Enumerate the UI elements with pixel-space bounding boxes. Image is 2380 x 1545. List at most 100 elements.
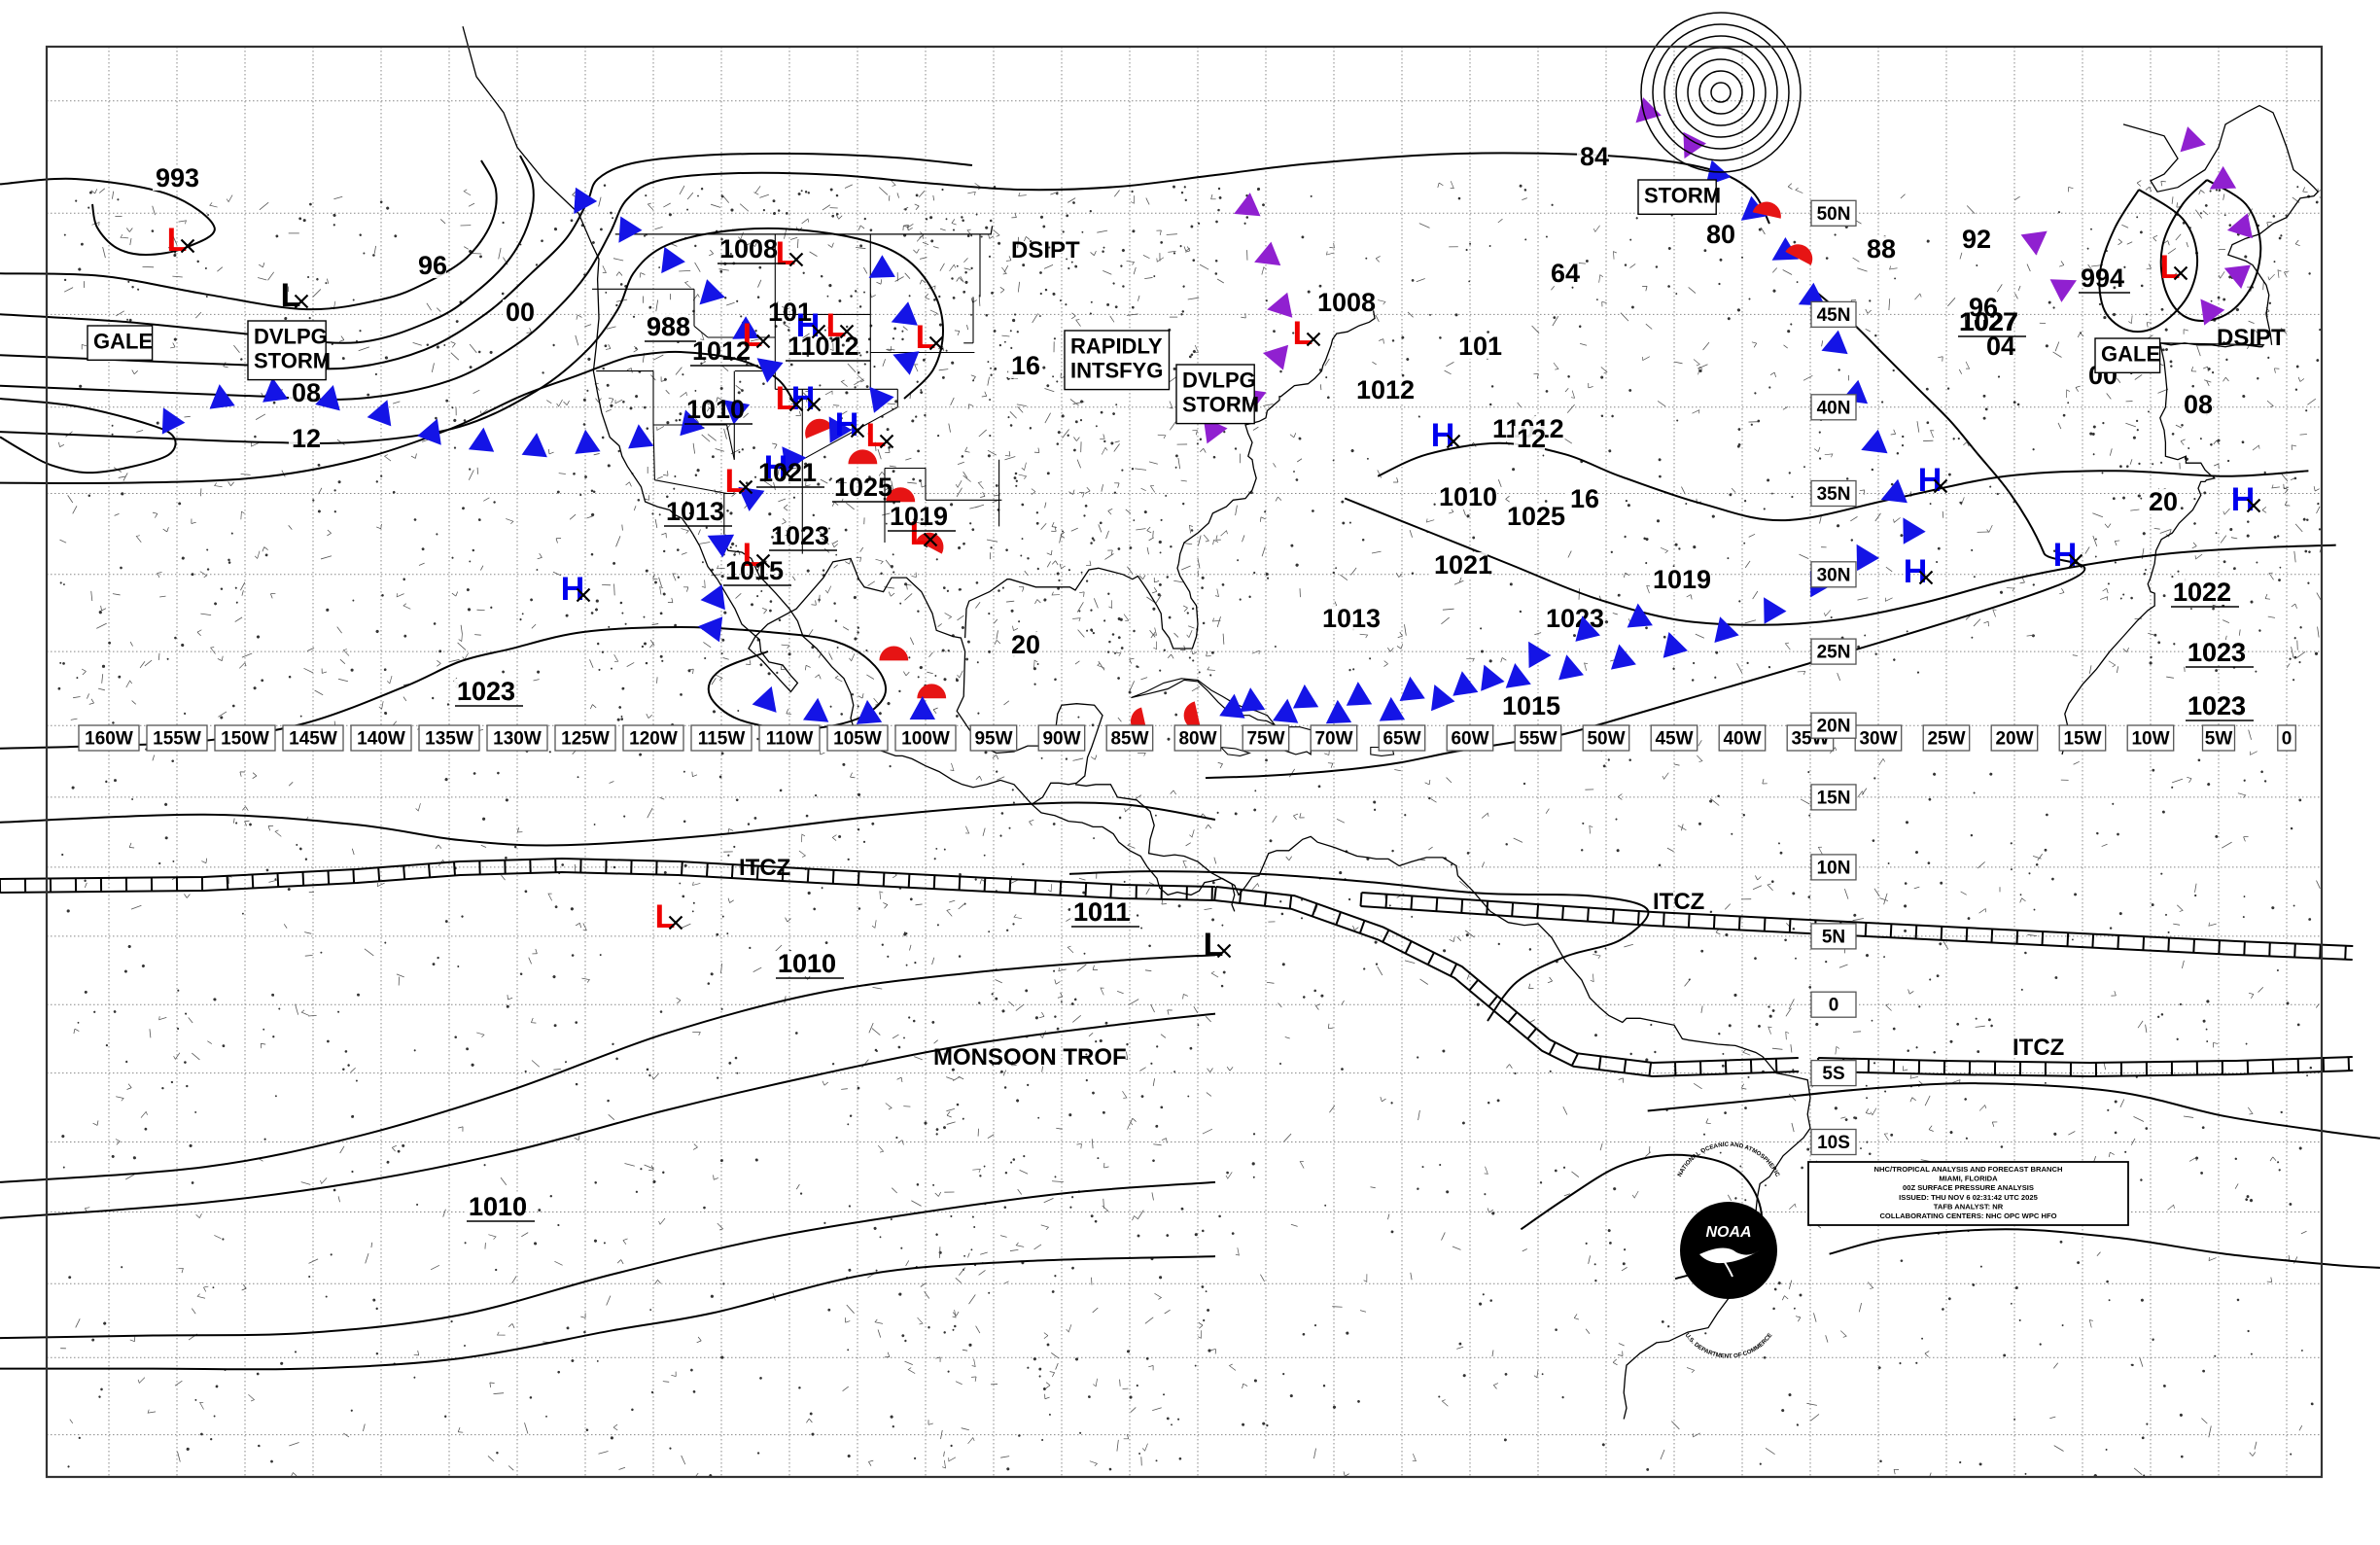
svg-text:1012: 1012 (1356, 375, 1415, 404)
svg-text:75W: 75W (1246, 729, 1284, 750)
svg-text:H: H (2053, 537, 2078, 574)
svg-text:92: 92 (1962, 225, 1991, 254)
svg-text:ISSUED: THU NOV 6 02:31:42 UTC: ISSUED: THU NOV 6 02:31:42 UTC 2025 (1899, 1193, 2038, 1202)
svg-text:115W: 115W (698, 729, 746, 750)
svg-text:16: 16 (1011, 351, 1040, 380)
svg-text:140W: 140W (357, 729, 405, 750)
svg-text:1027: 1027 (1960, 307, 2018, 336)
svg-text:RAPIDLY: RAPIDLY (1070, 334, 1163, 358)
svg-text:L: L (655, 898, 676, 935)
svg-text:H: H (835, 406, 859, 443)
svg-text:0: 0 (2282, 729, 2292, 750)
svg-text:30N: 30N (1817, 565, 1851, 585)
svg-text:101: 101 (1458, 332, 1502, 361)
svg-text:150W: 150W (221, 729, 269, 750)
svg-text:1019: 1019 (1653, 565, 1711, 594)
svg-text:10W: 10W (2131, 729, 2169, 750)
svg-text:00Z SURFACE PRESSURE ANALYSIS: 00Z SURFACE PRESSURE ANALYSIS (1903, 1183, 2034, 1192)
svg-text:L: L (167, 222, 188, 259)
svg-text:L: L (725, 463, 746, 500)
svg-text:96: 96 (418, 251, 447, 280)
svg-text:60W: 60W (1451, 729, 1488, 750)
svg-text:84: 84 (1580, 142, 1609, 171)
svg-text:H: H (561, 571, 585, 608)
svg-text:55W: 55W (1519, 729, 1557, 750)
svg-text:GALE: GALE (2101, 341, 2160, 366)
svg-text:1023: 1023 (771, 521, 829, 550)
svg-text:80: 80 (1706, 220, 1735, 249)
svg-text:50N: 50N (1817, 204, 1851, 225)
svg-text:155W: 155W (153, 729, 201, 750)
svg-text:5N: 5N (1822, 927, 1845, 947)
svg-text:30W: 30W (1859, 729, 1897, 750)
svg-text:1022: 1022 (2173, 578, 2231, 607)
svg-text:L: L (776, 380, 796, 417)
svg-text:L: L (1293, 315, 1313, 352)
svg-text:64: 64 (1551, 259, 1580, 288)
svg-text:120W: 120W (629, 729, 678, 750)
svg-text:110W: 110W (766, 729, 814, 750)
svg-text:ITCZ: ITCZ (1653, 889, 1704, 915)
svg-text:40N: 40N (1817, 398, 1851, 418)
svg-text:1015: 1015 (725, 556, 784, 585)
svg-text:L: L (916, 319, 936, 356)
svg-text:H: H (1431, 417, 1455, 454)
svg-text:INTSFYG: INTSFYG (1070, 359, 1163, 383)
svg-text:993: 993 (156, 163, 199, 193)
svg-text:1021: 1021 (1434, 550, 1492, 579)
svg-text:H: H (1918, 462, 1942, 499)
svg-text:100W: 100W (901, 729, 950, 750)
svg-text:95W: 95W (974, 729, 1012, 750)
svg-text:ITCZ: ITCZ (739, 855, 790, 881)
svg-text:10S: 10S (1817, 1133, 1850, 1153)
svg-text:1025: 1025 (1507, 502, 1565, 531)
svg-text:COLLABORATING CENTERS: NHC OPC: COLLABORATING CENTERS: NHC OPC WPC HFO (1879, 1211, 2056, 1220)
svg-text:MONSOON TROF: MONSOON TROF (933, 1044, 1127, 1071)
svg-text:00: 00 (506, 298, 535, 327)
svg-text:08: 08 (292, 378, 321, 407)
svg-text:STORM: STORM (254, 349, 331, 373)
svg-text:988: 988 (647, 312, 690, 341)
svg-text:L: L (776, 235, 796, 272)
svg-text:85W: 85W (1110, 729, 1148, 750)
svg-text:88: 88 (1867, 234, 1896, 263)
svg-text:L: L (1204, 927, 1224, 964)
svg-text:50W: 50W (1587, 729, 1625, 750)
svg-text:STORM: STORM (1644, 183, 1721, 207)
svg-text:135W: 135W (425, 729, 473, 750)
svg-text:1023: 1023 (1546, 604, 1604, 633)
svg-text:1011: 1011 (1073, 897, 1131, 927)
svg-text:12: 12 (1517, 424, 1546, 453)
svg-text:80W: 80W (1178, 729, 1216, 750)
svg-text:NHC/TROPICAL ANALYSIS AND FORE: NHC/TROPICAL ANALYSIS AND FORECAST BRANC… (1874, 1165, 2063, 1174)
svg-text:MIAMI, FLORIDA: MIAMI, FLORIDA (1939, 1175, 1998, 1183)
svg-text:45N: 45N (1817, 305, 1851, 326)
svg-text:125W: 125W (561, 729, 610, 750)
svg-text:TAFB ANALYST: NR: TAFB ANALYST: NR (1934, 1202, 2004, 1211)
svg-text:145W: 145W (289, 729, 337, 750)
svg-text:101: 101 (768, 298, 812, 327)
svg-text:1013: 1013 (1322, 604, 1381, 633)
svg-text:1023: 1023 (2188, 691, 2246, 720)
svg-text:0: 0 (1829, 996, 1839, 1016)
svg-text:45W: 45W (1655, 729, 1693, 750)
svg-text:1015: 1015 (1502, 691, 1560, 720)
svg-text:35N: 35N (1817, 484, 1851, 505)
svg-text:11012: 11012 (788, 332, 859, 361)
svg-text:25W: 25W (1927, 729, 1965, 750)
svg-text:GALE: GALE (93, 329, 153, 353)
svg-text:65W: 65W (1382, 729, 1420, 750)
svg-text:10N: 10N (1817, 858, 1851, 878)
svg-text:90W: 90W (1042, 729, 1080, 750)
svg-text:1010: 1010 (778, 949, 836, 978)
svg-text:ITCZ: ITCZ (2012, 1035, 2064, 1061)
svg-text:1025: 1025 (834, 473, 892, 502)
svg-text:1008: 1008 (1317, 288, 1376, 317)
svg-text:15N: 15N (1817, 788, 1851, 808)
svg-text:1010: 1010 (469, 1192, 527, 1221)
svg-text:1019: 1019 (890, 502, 948, 531)
svg-text:NOAA: NOAA (1705, 1224, 1751, 1241)
svg-text:130W: 130W (493, 729, 542, 750)
svg-text:STORM: STORM (1182, 393, 1259, 417)
svg-text:20: 20 (2149, 487, 2178, 516)
